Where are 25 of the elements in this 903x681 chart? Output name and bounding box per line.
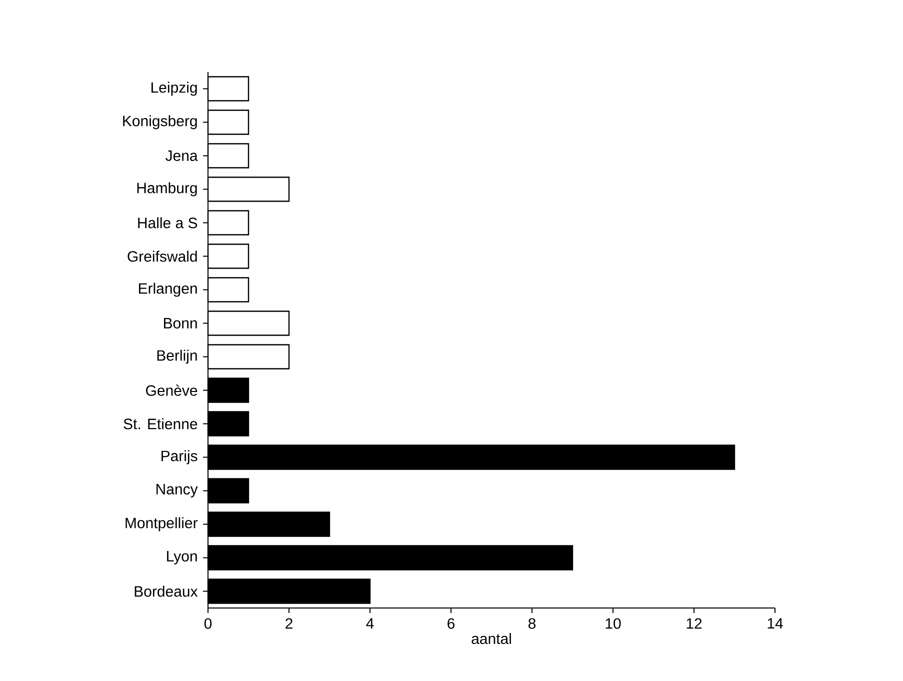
y-tick-label: Jena [166, 150, 198, 161]
y-tick-label: Konigsberg [123, 115, 197, 130]
y-tick-label: Bordeaux [134, 586, 198, 597]
x-axis-title: aantal [472, 633, 511, 644]
x-tick-label: 4 [366, 618, 374, 629]
x-tick-label: 6 [448, 618, 455, 629]
y-tick-label: Bonn [164, 318, 197, 328]
y-tick-label: Genève [146, 384, 198, 396]
x-tick-label: 12 [686, 618, 702, 629]
y-tick-label: Leipzig [152, 82, 197, 96]
y-tick-label: Nancy [156, 484, 198, 498]
y-tick-label: Hamburg [137, 182, 197, 196]
y-tick-label: Lyon [167, 551, 197, 564]
y-tick-label: Greifswald [128, 250, 197, 262]
y-tick-label: Halle a S [138, 217, 198, 228]
x-tick-label: 0 [204, 618, 212, 629]
y-tick-label: St. Etienne [124, 418, 198, 430]
y-tick-label: Erlangen [138, 282, 197, 297]
x-tick-label: 2 [286, 618, 292, 629]
y-tick-label: Berlijn [157, 350, 197, 364]
x-tick-label: 14 [768, 618, 783, 629]
x-tick-label: 10 [606, 618, 621, 629]
y-tick-label: Parijs [162, 450, 198, 464]
y-tick-label: Montpellier [126, 517, 198, 532]
x-tick-label: 8 [528, 618, 536, 629]
